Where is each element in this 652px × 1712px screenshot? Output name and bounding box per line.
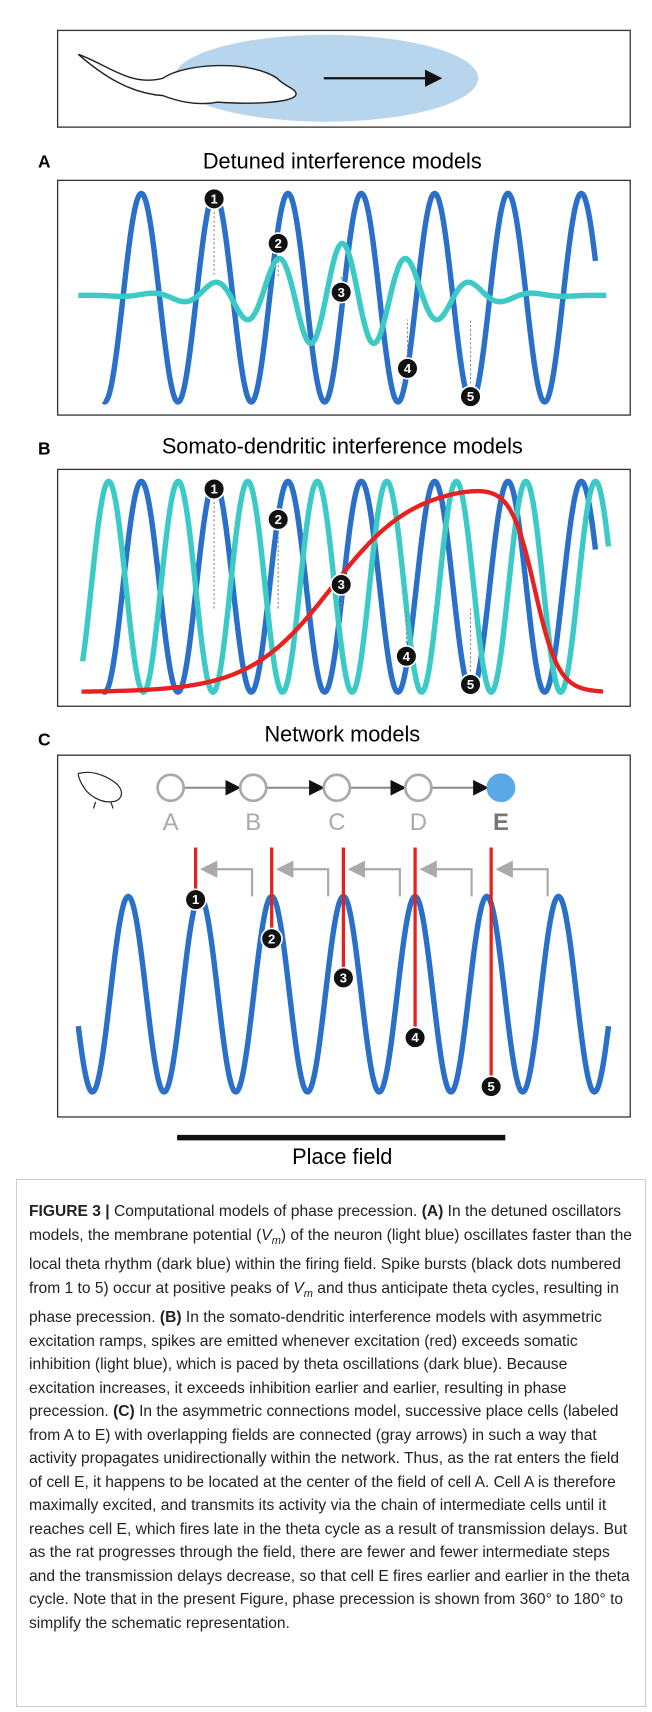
figure: A Detuned interference models B Somato-d… [0,0,652,1180]
transmission-arrow [202,869,252,896]
transmission-arrow [278,869,328,896]
caption-text: (B) [160,1309,182,1326]
caption-text: In the asymmetric connections model, suc… [29,1403,630,1632]
place-field-label: Place field [292,1144,392,1169]
caption-text: m [304,1288,313,1300]
caption-text: FIGURE 3 | [29,1203,110,1220]
panel-label: B [38,438,51,458]
spike-number: 5 [467,677,474,692]
caption: FIGURE 3 | Computational models of phase… [16,1179,646,1707]
panel-title: Network models [264,721,420,746]
cell-label: A [163,809,179,836]
spike-number: 3 [340,970,347,985]
panel-title: Somato-dendritic interference models [162,433,523,458]
cell-label: E [493,809,509,836]
caption-text: Computational models of phase precession… [110,1203,422,1220]
caption-text: V [293,1280,303,1297]
cell-node [324,775,350,801]
transmission-arrow [422,869,472,896]
caption-text: m [272,1235,281,1247]
cell-node [158,775,184,801]
spike-number: 2 [268,931,275,946]
panel-title: Detuned interference models [203,149,482,174]
caption-text: (C) [113,1403,135,1420]
transmission-arrow [498,869,548,896]
page: {"panels": [ {"label": "A", "title": "De… [0,0,652,1712]
spike-number: 1 [192,892,199,907]
spike-number: 4 [404,361,412,376]
spike-number: 3 [338,285,345,300]
cell-label: C [328,809,345,836]
transmission-arrow [350,869,400,896]
spike-number: 4 [411,1030,419,1045]
cell-node [488,775,514,801]
spike-number: 5 [488,1079,495,1094]
cell-label: D [410,809,427,836]
spike-number: 3 [338,577,345,592]
caption-text: (A) [422,1203,444,1220]
spike-number: 2 [275,512,282,527]
caption-text: V [261,1227,271,1244]
spike-number: 2 [275,236,282,251]
panel-label: A [38,152,51,172]
mouse-icon [78,772,121,808]
cell-node [405,775,431,801]
cell-node [240,775,266,801]
spike-number: 1 [210,191,217,206]
spike-number: 5 [467,389,474,404]
panel-label: C [38,730,51,750]
spike-number: 1 [210,481,217,496]
spike-number: 4 [403,649,411,664]
cell-label: B [245,809,261,836]
